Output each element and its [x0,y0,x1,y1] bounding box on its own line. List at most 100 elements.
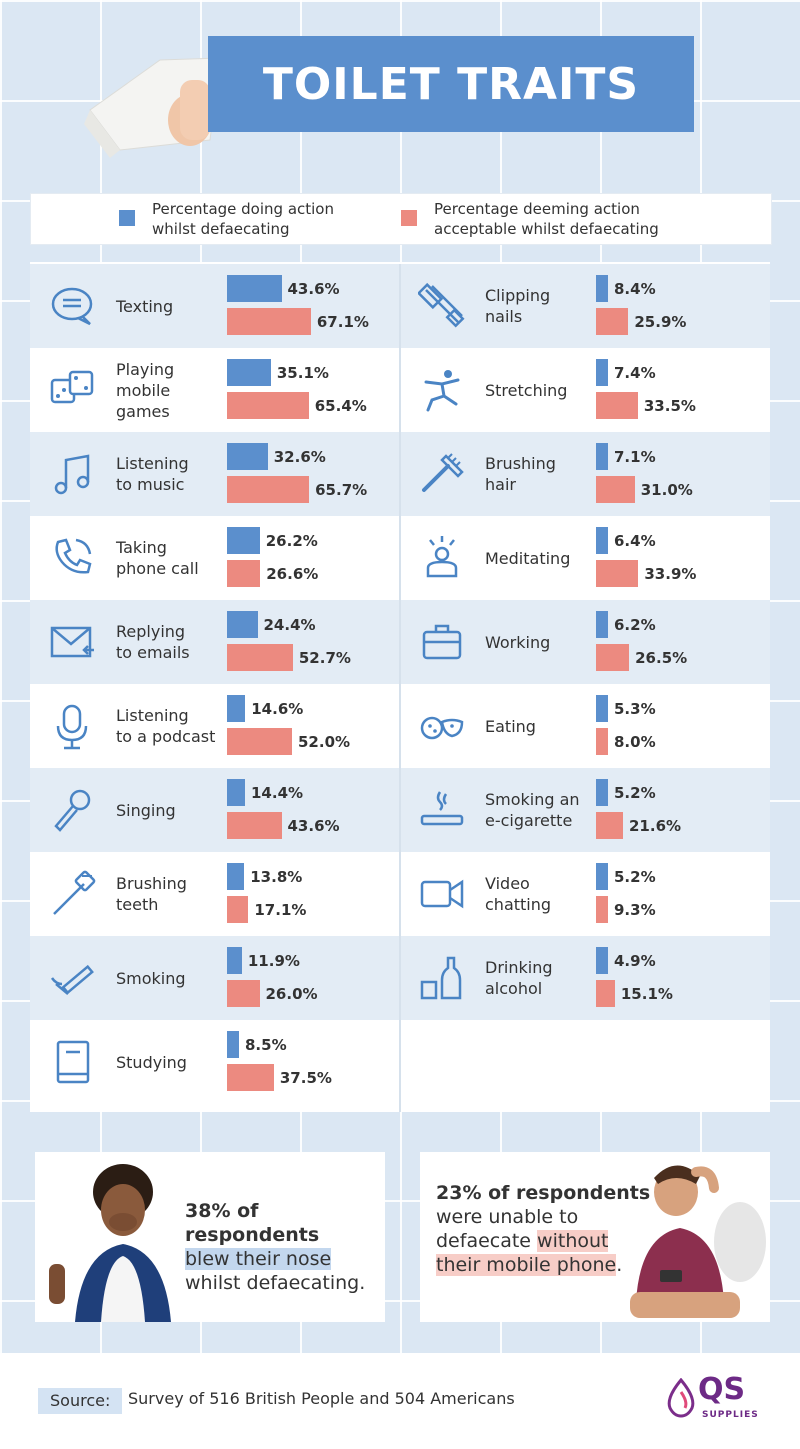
bar-doing [596,443,608,470]
stretching-person-icon [418,366,466,414]
legend-acceptable-line: acceptable whilst defaecating [434,220,659,238]
value-doing: 13.8% [250,868,303,886]
value-doing: 32.6% [273,448,326,466]
bar-acceptable [227,1064,274,1091]
handheld-mic-icon [48,786,96,834]
value-doing: 4.9% [614,952,656,970]
row-label-line: alcohol [485,979,543,998]
bar-doing [227,611,258,638]
row-label-line: Clipping [485,286,551,305]
row-label-line: Texting [116,296,174,316]
bar-doing [596,779,608,806]
bar-doing [596,863,608,890]
value-doing: 11.9% [247,952,300,970]
callout-left-rest: whilst defaecating. [185,1272,366,1294]
row-label-line: to music [116,475,185,494]
comb-icon [418,450,466,498]
callout-right-line3: defaecate [436,1230,538,1252]
bar-doing [227,695,246,722]
bar-doing [227,947,242,974]
toothbrush-icon [48,870,96,918]
value-doing: 7.1% [614,448,656,466]
woman-blowing-nose-illustration [49,1164,171,1322]
row-label-line: Working [485,632,551,652]
row-label: Clipping nails [485,285,590,327]
row-label-line: Brushing [485,454,556,473]
bar-doing [227,359,271,386]
callout-right-bold: 23% of respondents [436,1182,651,1204]
callout-right-highlight-1: without [537,1230,609,1252]
source-label: Source: [38,1388,123,1414]
legend-doing-line: Percentage doing action [152,200,334,218]
row-label-line: Singing [116,800,176,820]
row-label-line: mobile [116,380,171,400]
value-acceptable: 26.0% [265,985,318,1003]
value-acceptable: 52.0% [298,733,351,751]
row-label-line: Listening [116,454,189,473]
bar-acceptable [227,308,311,335]
bar-acceptable [596,728,608,755]
bar-doing [227,275,282,302]
callout-right-line2: were unable to [436,1206,579,1228]
row-label: Listening to music [116,453,221,495]
bar-acceptable [596,896,608,923]
page-title: TOILET TRAITS [262,58,640,110]
book-icon [48,1038,96,1086]
legend-doing-line: whilst defaecating [152,220,290,238]
callout-right: 23% of respondents were unable to defaec… [420,1152,770,1322]
row-label-line: Playing [116,359,175,379]
value-doing: 24.4% [263,616,316,634]
value-doing: 6.2% [614,616,656,634]
bar-acceptable [227,896,249,923]
row-label: Brushing hair [485,453,590,495]
qs-logo: QS SUPPLIES [664,1372,774,1428]
callout-right-highlight-2: their mobile phone [436,1254,617,1276]
callout-left-highlight: blew their nose [185,1248,332,1270]
value-doing: 14.6% [251,700,304,718]
e-cigarette-icon [418,786,466,834]
row-label: Smoking [116,968,221,989]
chart-legend: Percentage doing action whilst defaecati… [30,193,772,245]
row-label-line: to a podcast [116,727,216,746]
value-acceptable: 8.0% [614,733,656,751]
bar-doing [596,527,608,554]
value-acceptable: 67.1% [316,313,369,331]
bar-acceptable [596,560,639,587]
row-label-line: Meditating [485,548,571,568]
nail-clipper-icon [416,282,466,330]
logo-subtext: SUPPLIES [702,1410,759,1420]
bar-acceptable [227,980,260,1007]
value-doing: 5.3% [614,700,656,718]
row-label-line: Smoking an [485,790,580,809]
cookies-icon [418,702,466,750]
value-acceptable: 37.5% [279,1069,332,1087]
column-divider [399,264,401,1112]
value-acceptable: 26.6% [266,565,319,583]
row-label: Studying [116,1052,221,1073]
row-label-line: chatting [485,895,552,914]
bar-acceptable [227,392,309,419]
microphone-icon [48,702,96,750]
bar-doing [227,1031,239,1058]
row-label-line: Eating [485,716,536,736]
bar-doing [227,863,245,890]
row-label: Texting [116,296,221,317]
bar-acceptable [596,644,630,671]
phone-icon [48,534,96,582]
logo-text: QS [698,1372,746,1407]
value-acceptable: 9.3% [614,901,656,919]
value-acceptable: 21.6% [629,817,682,835]
bar-doing [227,527,260,554]
value-doing: 35.1% [276,364,329,382]
callout-right-end: . [616,1254,623,1276]
bar-acceptable [596,980,615,1007]
value-doing: 26.2% [265,532,318,550]
chat-bubble-icon [48,282,96,330]
value-doing: 5.2% [614,784,656,802]
row-label-line: Brushing [116,874,187,893]
value-acceptable: 26.5% [635,649,688,667]
legend-label-acceptable: Percentage deeming action acceptable whi… [434,199,659,239]
row-label: Drinking alcohol [485,957,590,999]
value-acceptable: 33.9% [644,565,697,583]
row-label: Stretching [485,380,590,401]
